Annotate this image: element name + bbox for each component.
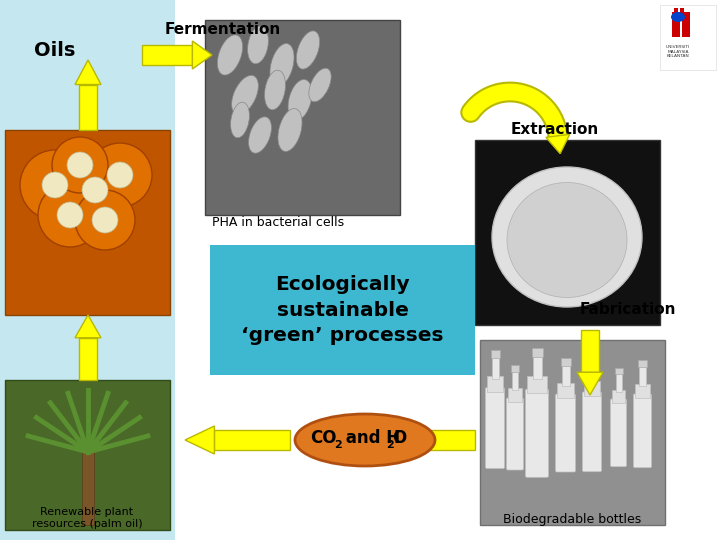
Polygon shape <box>75 315 101 338</box>
FancyBboxPatch shape <box>526 389 549 477</box>
Bar <box>589 361 596 383</box>
Bar <box>561 358 571 366</box>
Ellipse shape <box>492 167 642 307</box>
Bar <box>511 365 519 372</box>
Circle shape <box>107 162 133 188</box>
Bar <box>210 245 475 375</box>
Polygon shape <box>75 60 101 84</box>
Text: Biodegradable bottles: Biodegradable bottles <box>503 514 641 526</box>
Ellipse shape <box>288 79 312 120</box>
Ellipse shape <box>217 35 243 75</box>
Bar <box>5 380 170 530</box>
Ellipse shape <box>232 76 258 114</box>
Polygon shape <box>577 372 603 395</box>
Polygon shape <box>546 134 570 154</box>
Text: Ecologically
sustainable
‘green’ processes: Ecologically sustainable ‘green’ process… <box>241 275 444 345</box>
Text: Renewable plant
resources (palm oil): Renewable plant resources (palm oil) <box>32 507 143 529</box>
Text: and H: and H <box>340 429 400 447</box>
Bar <box>487 376 503 392</box>
Ellipse shape <box>248 26 269 64</box>
Bar <box>508 388 522 402</box>
Bar <box>0 0 175 540</box>
Bar <box>635 383 650 398</box>
Bar <box>616 373 622 392</box>
Circle shape <box>52 137 108 193</box>
Bar <box>5 130 170 315</box>
Text: UNIVERSITI
MALAYSIA
KELANTAN: UNIVERSITI MALAYSIA KELANTAN <box>666 45 690 58</box>
Text: Oils: Oils <box>35 40 76 59</box>
Ellipse shape <box>309 68 331 102</box>
FancyBboxPatch shape <box>506 398 523 470</box>
Bar <box>557 383 574 398</box>
Text: O: O <box>392 429 406 447</box>
Bar <box>82 450 94 525</box>
Bar <box>660 5 716 70</box>
Polygon shape <box>185 426 215 454</box>
Polygon shape <box>192 41 212 69</box>
Circle shape <box>82 177 108 203</box>
FancyBboxPatch shape <box>485 388 505 469</box>
Circle shape <box>42 172 68 198</box>
Bar <box>680 8 684 16</box>
Bar <box>475 140 660 325</box>
Ellipse shape <box>295 414 435 466</box>
Text: CO: CO <box>310 429 336 447</box>
Bar <box>396 430 475 450</box>
Text: 2: 2 <box>386 440 394 450</box>
Bar <box>588 355 597 363</box>
Bar <box>79 338 97 380</box>
Text: Extraction: Extraction <box>511 123 599 138</box>
Bar <box>612 389 625 402</box>
Bar <box>682 12 690 37</box>
Bar <box>639 366 646 386</box>
Ellipse shape <box>270 44 294 86</box>
Text: Fabrication: Fabrication <box>580 302 676 318</box>
Bar <box>142 45 192 65</box>
Bar <box>491 350 500 358</box>
FancyBboxPatch shape <box>582 392 601 472</box>
Bar <box>584 381 600 396</box>
FancyBboxPatch shape <box>556 394 575 472</box>
Ellipse shape <box>264 70 285 110</box>
Circle shape <box>38 183 102 247</box>
Ellipse shape <box>248 117 271 153</box>
Ellipse shape <box>230 102 249 138</box>
Bar <box>215 430 290 450</box>
Circle shape <box>67 152 93 178</box>
Circle shape <box>60 155 130 225</box>
Circle shape <box>20 150 90 220</box>
Text: 2: 2 <box>334 440 342 450</box>
Ellipse shape <box>507 183 627 298</box>
Ellipse shape <box>671 12 685 22</box>
Bar <box>674 8 678 16</box>
Circle shape <box>92 207 118 233</box>
Bar <box>672 12 680 37</box>
Bar <box>205 20 400 215</box>
Bar <box>512 371 518 390</box>
Bar <box>532 348 543 356</box>
FancyBboxPatch shape <box>634 394 652 468</box>
FancyBboxPatch shape <box>611 399 626 467</box>
Bar <box>615 368 623 374</box>
Bar <box>533 355 542 379</box>
Circle shape <box>57 202 83 228</box>
Bar <box>638 360 647 367</box>
Circle shape <box>75 190 135 250</box>
Ellipse shape <box>278 109 302 151</box>
Bar <box>480 340 665 525</box>
Ellipse shape <box>297 31 320 69</box>
Polygon shape <box>365 426 396 454</box>
Bar <box>492 356 499 379</box>
Circle shape <box>88 143 152 207</box>
Bar <box>527 376 547 394</box>
Text: Fermentation: Fermentation <box>165 23 282 37</box>
Text: PHA in bacterial cells: PHA in bacterial cells <box>212 215 344 228</box>
Bar <box>562 364 570 386</box>
Bar <box>79 84 97 130</box>
Bar <box>581 330 599 372</box>
